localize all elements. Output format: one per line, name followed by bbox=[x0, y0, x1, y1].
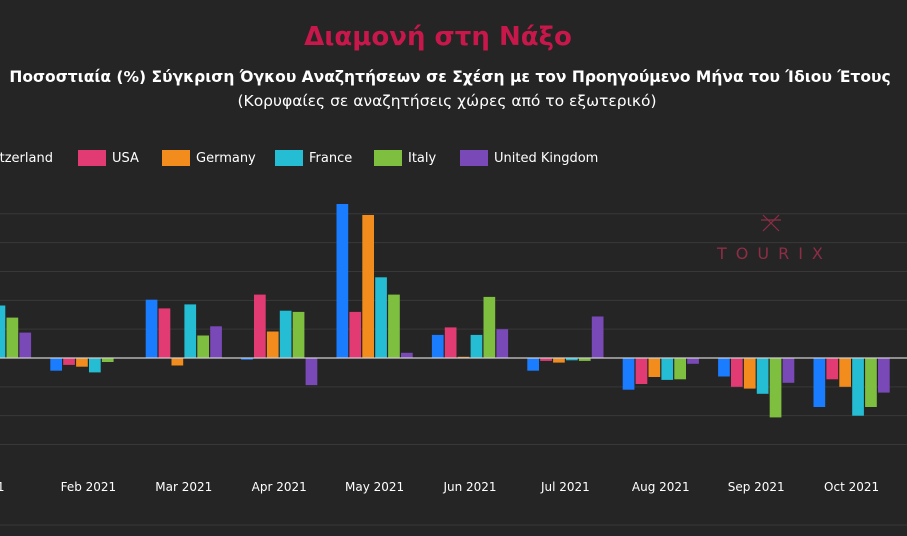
bar-italy-jun-2021 bbox=[483, 296, 496, 358]
legend-label-germany: Germany bbox=[196, 151, 256, 166]
bar-usa-jul-2021 bbox=[540, 358, 552, 361]
chart-subtitle: Ποσοστιαία (%) Σύγκριση Όγκου Αναζητήσεω… bbox=[9, 68, 891, 86]
legend-label-france: France bbox=[309, 151, 352, 166]
bar-switzerland-aug-2021 bbox=[622, 358, 635, 390]
bar-france-apr-2021 bbox=[279, 310, 292, 358]
bar-switzerland-may-2021 bbox=[336, 204, 349, 358]
bar-italy-may-2021 bbox=[388, 294, 400, 358]
bar-usa-jun-2021 bbox=[444, 327, 457, 358]
bar-germany-feb-2021 bbox=[76, 358, 88, 367]
bar-france-jun-2021 bbox=[470, 334, 483, 358]
legend-label-usa: USA bbox=[112, 151, 139, 166]
bar-italy-jul-2021 bbox=[578, 358, 591, 361]
bar-france-jan-2021 bbox=[0, 305, 6, 358]
bar-usa-sep-2021 bbox=[731, 358, 743, 387]
bar-switzerland-jul-2021 bbox=[527, 358, 539, 371]
bar-switzerland-apr-2021 bbox=[241, 358, 253, 360]
bar-usa-mar-2021 bbox=[158, 308, 171, 358]
bar-france-aug-2021 bbox=[661, 358, 674, 380]
bar-italy-feb-2021 bbox=[101, 358, 114, 362]
bar-germany-sep-2021 bbox=[743, 358, 756, 389]
legend-swatch-italy bbox=[374, 150, 402, 166]
x-tick-label: May 2021 bbox=[345, 480, 404, 494]
x-tick-label: Sep 2021 bbox=[728, 480, 785, 494]
watermark-text: TOURIX bbox=[716, 244, 832, 263]
bar-germany-aug-2021 bbox=[648, 358, 661, 377]
legend-swatch-usa bbox=[78, 150, 106, 166]
legend-label-switzerland: itzerland bbox=[0, 151, 53, 166]
tourix-watermark: TOURIX bbox=[716, 214, 832, 263]
bar-united-kingdom-mar-2021 bbox=[210, 326, 222, 358]
bar-usa-oct-2021 bbox=[826, 358, 839, 380]
bar-united-kingdom-aug-2021 bbox=[687, 358, 699, 364]
x-tick-label: Apr 2021 bbox=[252, 480, 307, 494]
bar-germany-may-2021 bbox=[362, 215, 374, 358]
legend-swatch-united-kingdom bbox=[460, 150, 488, 166]
bar-switzerland-feb-2021 bbox=[50, 358, 62, 371]
bar-united-kingdom-oct-2021 bbox=[878, 358, 890, 393]
bar-germany-apr-2021 bbox=[266, 331, 279, 358]
bar-italy-sep-2021 bbox=[769, 358, 782, 418]
legend: itzerland USA Germany France Italy United Kin… bbox=[0, 150, 598, 166]
bar-italy-mar-2021 bbox=[197, 335, 209, 358]
bar-germany-jul-2021 bbox=[553, 358, 565, 363]
bar-switzerland-mar-2021 bbox=[145, 299, 158, 358]
bar-france-mar-2021 bbox=[184, 304, 197, 358]
x-tick-label: Mar 2021 bbox=[155, 480, 212, 494]
bar-france-may-2021 bbox=[375, 277, 387, 358]
bar-italy-aug-2021 bbox=[674, 358, 686, 380]
bar-germany-oct-2021 bbox=[839, 358, 851, 387]
bar-switzerland-jun-2021 bbox=[431, 334, 444, 358]
legend-label-united-kingdom: United Kingdom bbox=[494, 151, 598, 166]
x-axis-ticks: 021 Feb 2021 Mar 2021 Apr 2021 May 2021 Jun 2… bbox=[0, 480, 879, 494]
bar-france-feb-2021 bbox=[89, 358, 101, 373]
bar-france-sep-2021 bbox=[756, 358, 769, 394]
bar-france-jul-2021 bbox=[566, 358, 578, 361]
bar-united-kingdom-may-2021 bbox=[401, 352, 413, 358]
bar-usa-may-2021 bbox=[349, 311, 362, 358]
legend-swatch-germany bbox=[162, 150, 190, 166]
bar-italy-jan-2021 bbox=[6, 317, 19, 358]
bar-united-kingdom-sep-2021 bbox=[782, 358, 795, 383]
bar-usa-aug-2021 bbox=[635, 358, 648, 384]
legend-swatch-france bbox=[275, 150, 303, 166]
x-tick-label: Feb 2021 bbox=[61, 480, 117, 494]
x-tick-label: Jun 2021 bbox=[442, 480, 496, 494]
watermark-logo-icon-stroke bbox=[762, 214, 780, 232]
bar-germany-mar-2021 bbox=[171, 358, 184, 366]
bar-italy-oct-2021 bbox=[865, 358, 877, 407]
x-tick-label: Aug 2021 bbox=[632, 480, 690, 494]
bar-switzerland-oct-2021 bbox=[813, 358, 826, 407]
bar-usa-apr-2021 bbox=[254, 294, 266, 358]
bar-united-kingdom-jul-2021 bbox=[591, 316, 604, 358]
x-tick-label: Jul 2021 bbox=[540, 480, 590, 494]
legend-label-italy: Italy bbox=[408, 151, 437, 166]
bar-italy-apr-2021 bbox=[292, 311, 305, 358]
chart-title: Διαμονή στη Νάξο bbox=[304, 22, 572, 52]
bars bbox=[0, 204, 890, 418]
bar-switzerland-sep-2021 bbox=[718, 358, 730, 377]
x-tick-label: 021 bbox=[0, 480, 4, 494]
bar-united-kingdom-jan-2021 bbox=[19, 332, 32, 358]
bar-usa-feb-2021 bbox=[63, 358, 75, 365]
bar-france-oct-2021 bbox=[852, 358, 864, 416]
chart-subtitle-note: (Κορυφαίες σε αναζητήσεις χώρες από το ε… bbox=[237, 92, 657, 110]
bar-united-kingdom-jun-2021 bbox=[496, 329, 509, 358]
bar-united-kingdom-apr-2021 bbox=[305, 358, 318, 386]
x-tick-label: Oct 2021 bbox=[824, 480, 879, 494]
